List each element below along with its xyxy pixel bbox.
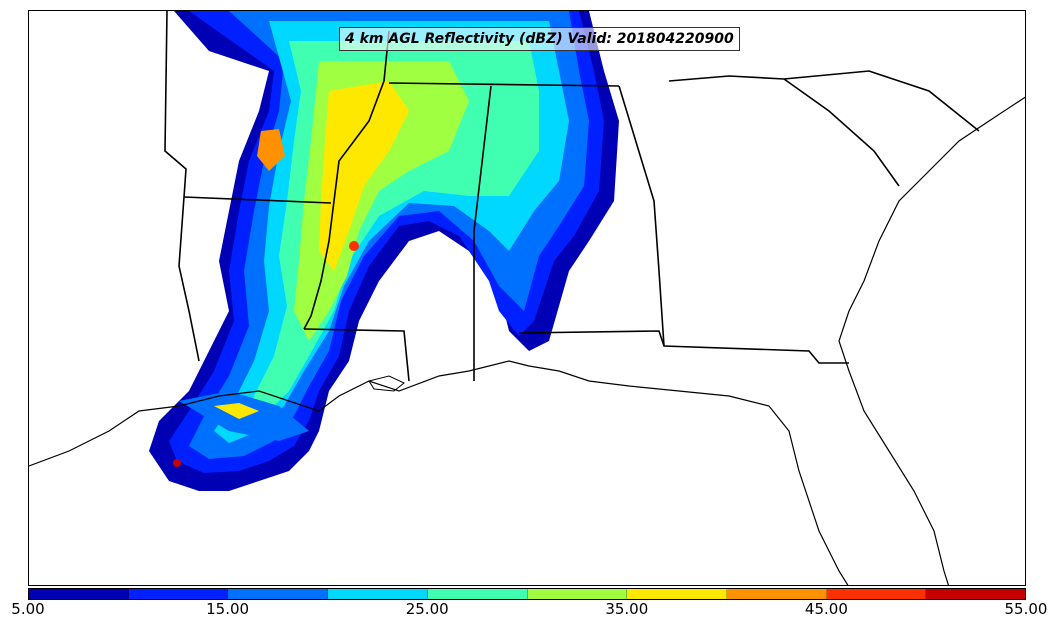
- colorbar-tick-label: 45.00: [804, 600, 848, 618]
- colorbar-segment: [128, 589, 229, 599]
- arkansas-louisiana-border: [183, 196, 332, 204]
- colorbar-segment: [29, 589, 129, 599]
- mississippi-river-border: [303, 30, 390, 330]
- colorbar-segment: [826, 589, 927, 599]
- north-carolina-border: [668, 70, 980, 132]
- colorbar-segment: [726, 589, 827, 599]
- colorbar-segment: [328, 589, 428, 599]
- gulf-coastline: [29, 360, 849, 585]
- colorbar-tick-label: 5.00: [11, 600, 45, 618]
- colorbar-tick-label: 35.00: [605, 600, 649, 618]
- reflectivity-colorbar: [28, 588, 1026, 600]
- atlantic-coastline: [838, 96, 1025, 585]
- colorbar-segment: [527, 589, 628, 599]
- alabama-georgia-border: [618, 85, 665, 347]
- map-title: 4 km AGL Reflectivity (dBZ) Valid: 20180…: [339, 27, 740, 51]
- florida-georgia-border: [518, 330, 849, 364]
- colorbar-tick-label: 15.00: [206, 600, 250, 618]
- tennessee-southern-border: [388, 82, 620, 87]
- colorbar-segment: [228, 589, 329, 599]
- colorbar-segment: [926, 589, 1026, 599]
- mississippi-alabama-border: [473, 85, 492, 381]
- colorbar-tick-label: 55.00: [1004, 600, 1048, 618]
- reflectivity-55-dbz-cell: [173, 459, 181, 467]
- texas-louisiana-border: [178, 196, 200, 362]
- georgia-south-carolina-border: [783, 78, 900, 187]
- state-borders: [29, 11, 1025, 585]
- louisiana-mississippi-border: [303, 328, 410, 382]
- colorbar-tick-label: 25.00: [405, 600, 449, 618]
- oklahoma-arkansas-border: [164, 11, 187, 198]
- colorbar-segment: [627, 589, 727, 599]
- reflectivity-gulf-band-core: [214, 403, 259, 419]
- radar-map: [29, 11, 1025, 585]
- reflectivity-45-dbz-cell: [349, 241, 359, 251]
- map-panel: 4 km AGL Reflectivity (dBZ) Valid: 20180…: [28, 10, 1026, 586]
- lake-pontchartrain-outline: [368, 375, 405, 392]
- colorbar-segment: [427, 589, 528, 599]
- reflectivity-40-dbz-area: [257, 129, 285, 171]
- reflectivity-35-dbz-area: [319, 81, 409, 271]
